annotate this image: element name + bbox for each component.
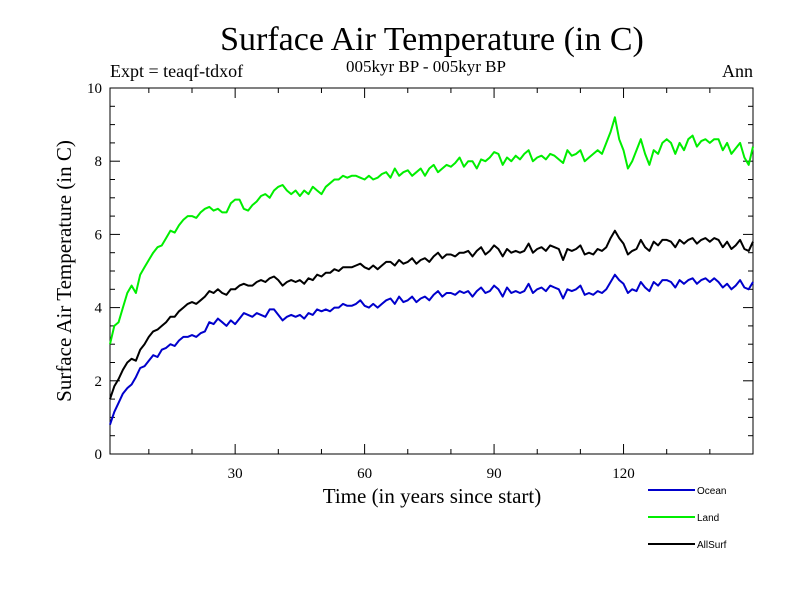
series-line-allsurf xyxy=(109,229,754,400)
x-axis-label: Time (in years since start) xyxy=(323,484,542,508)
y-tick-label: 2 xyxy=(95,374,103,390)
x-tick-labels: 30 60 90 120 xyxy=(228,466,635,482)
series-line-land xyxy=(109,116,754,345)
experiment-label: Expt = teaqf-tdxof xyxy=(110,61,243,81)
legend-item-land: Land xyxy=(648,513,719,524)
legend-label-ocean: Ocean xyxy=(697,486,726,497)
legend-item-ocean: Ocean xyxy=(648,486,726,497)
axis-ticks xyxy=(110,88,753,454)
x-tick-label: 90 xyxy=(487,466,502,482)
y-tick-label: 6 xyxy=(95,227,103,243)
y-tick-label: 8 xyxy=(95,154,103,170)
y-tick-label: 0 xyxy=(95,447,103,463)
series-lines xyxy=(109,116,754,426)
x-tick-label: 60 xyxy=(357,466,372,482)
y-tick-label: 10 xyxy=(87,81,102,97)
y-tick-labels: 0 2 4 6 8 10 xyxy=(87,81,103,463)
legend-label-land: Land xyxy=(697,513,719,524)
y-axis-label: Surface Air Temperature (in C) xyxy=(52,140,76,402)
x-tick-label: 120 xyxy=(612,466,635,482)
plot-frame xyxy=(109,87,754,455)
chart-subtitle: 005kyr BP - 005kyr BP xyxy=(346,57,506,76)
y-tick-label: 4 xyxy=(95,301,103,317)
chart-title: Surface Air Temperature (in C) xyxy=(220,21,644,58)
legend: Ocean Land AllSurf xyxy=(648,486,727,551)
season-label: Ann xyxy=(722,61,753,81)
legend-item-allsurf: AllSurf xyxy=(648,540,727,551)
legend-label-allsurf: AllSurf xyxy=(697,540,727,551)
series-line-ocean xyxy=(109,273,754,426)
x-tick-label: 30 xyxy=(228,466,243,482)
